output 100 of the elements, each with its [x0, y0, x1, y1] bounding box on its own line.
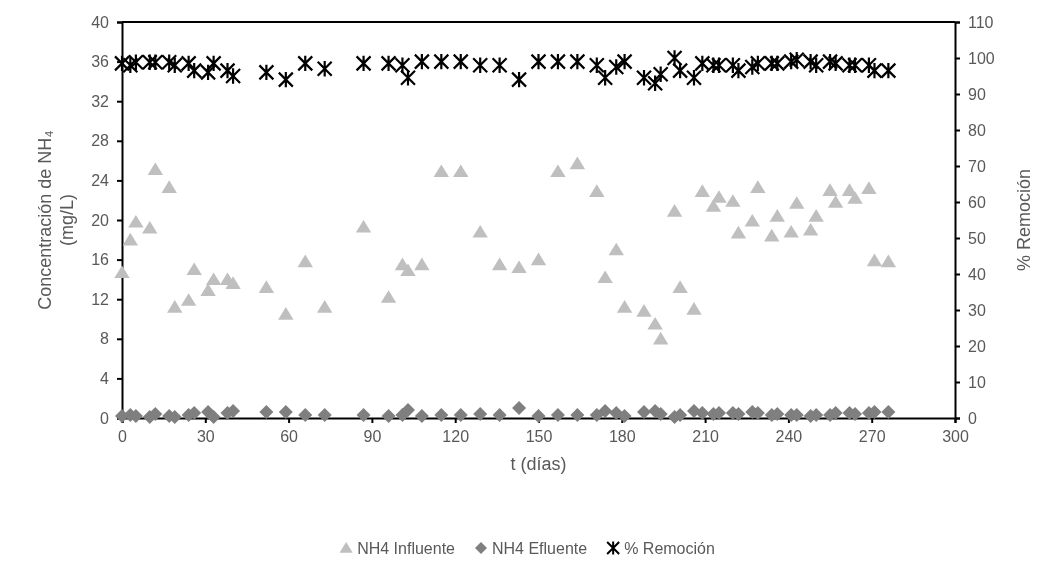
x-axis-title: t (días) — [510, 454, 567, 474]
point — [822, 183, 838, 196]
point — [297, 254, 313, 268]
y2-tick-label: 0 — [968, 409, 977, 427]
point — [317, 300, 333, 313]
point — [783, 52, 800, 71]
point — [860, 56, 878, 74]
point — [866, 253, 883, 267]
y-tick-label: 8 — [100, 330, 110, 348]
point — [652, 331, 669, 345]
point — [128, 214, 144, 228]
point — [744, 213, 760, 227]
point — [122, 232, 139, 246]
point — [147, 53, 164, 72]
point — [530, 52, 547, 71]
point — [511, 260, 527, 274]
point — [549, 52, 567, 71]
x-tick-label: 300 — [942, 428, 969, 446]
point — [453, 164, 469, 178]
point — [452, 52, 469, 71]
point — [355, 219, 372, 233]
point — [316, 60, 333, 78]
x-tick-label: 180 — [608, 428, 636, 446]
point — [550, 408, 565, 423]
y2-tick-label: 110 — [968, 13, 994, 31]
y-tick-label: 36 — [91, 53, 110, 71]
point — [413, 52, 430, 71]
point — [880, 254, 897, 268]
point — [783, 224, 799, 238]
x-tick-label: 270 — [858, 428, 886, 446]
point — [381, 409, 396, 424]
y-tick-label: 4 — [100, 370, 110, 388]
point — [616, 52, 633, 71]
point — [114, 265, 130, 279]
point — [672, 280, 688, 293]
point — [147, 162, 164, 176]
point — [647, 74, 664, 92]
point — [881, 405, 896, 420]
point — [298, 408, 313, 423]
point — [711, 190, 727, 203]
point — [616, 300, 633, 313]
point — [652, 65, 669, 83]
legend-label: NH4 Efluente — [491, 539, 588, 557]
x-tick-label: 60 — [280, 428, 299, 446]
point — [608, 242, 624, 256]
point — [769, 54, 786, 73]
point — [531, 409, 546, 424]
point — [597, 270, 613, 284]
point — [880, 61, 897, 80]
y-tick-label: 20 — [91, 211, 110, 229]
point — [473, 407, 488, 422]
point — [278, 405, 293, 420]
point — [277, 70, 294, 89]
x-tick-label: 90 — [363, 428, 382, 446]
point — [637, 405, 652, 420]
point — [550, 164, 566, 178]
point — [317, 408, 332, 423]
point — [206, 410, 221, 425]
point — [414, 257, 430, 271]
point — [821, 52, 839, 71]
point — [380, 54, 397, 73]
point — [492, 408, 507, 423]
y2-tick-label: 10 — [968, 373, 986, 391]
point — [400, 263, 416, 277]
point — [769, 209, 785, 222]
point — [186, 61, 203, 80]
point — [617, 409, 632, 424]
point — [808, 56, 825, 74]
point — [200, 283, 216, 296]
point — [510, 70, 528, 89]
point — [356, 408, 371, 423]
legend-label: % Remoción — [624, 539, 715, 557]
point — [694, 184, 711, 197]
point — [598, 404, 613, 419]
point — [491, 56, 508, 74]
y-tick-label: 0 — [100, 409, 110, 427]
point — [647, 316, 663, 330]
y-tick-label: 12 — [91, 290, 110, 308]
y-tick-label: 28 — [91, 132, 110, 150]
point — [710, 56, 728, 74]
point — [127, 53, 144, 72]
point — [186, 262, 202, 276]
point — [846, 56, 864, 74]
point — [434, 408, 449, 423]
point — [827, 195, 844, 208]
point — [569, 156, 586, 170]
y2-tick-label: 100 — [968, 49, 995, 67]
legend-label: NH4 Influente — [357, 539, 456, 557]
point — [433, 164, 450, 178]
point — [841, 56, 858, 74]
point — [205, 54, 222, 73]
x-tick-label: 0 — [118, 428, 128, 446]
point — [788, 51, 805, 69]
point — [472, 56, 489, 74]
y2-tick-label: 30 — [968, 301, 986, 319]
point — [705, 56, 722, 74]
y2-axis-title: % Remoción — [1014, 168, 1034, 272]
point — [730, 225, 747, 239]
y-tick-label: 40 — [91, 13, 110, 31]
point — [225, 276, 241, 289]
